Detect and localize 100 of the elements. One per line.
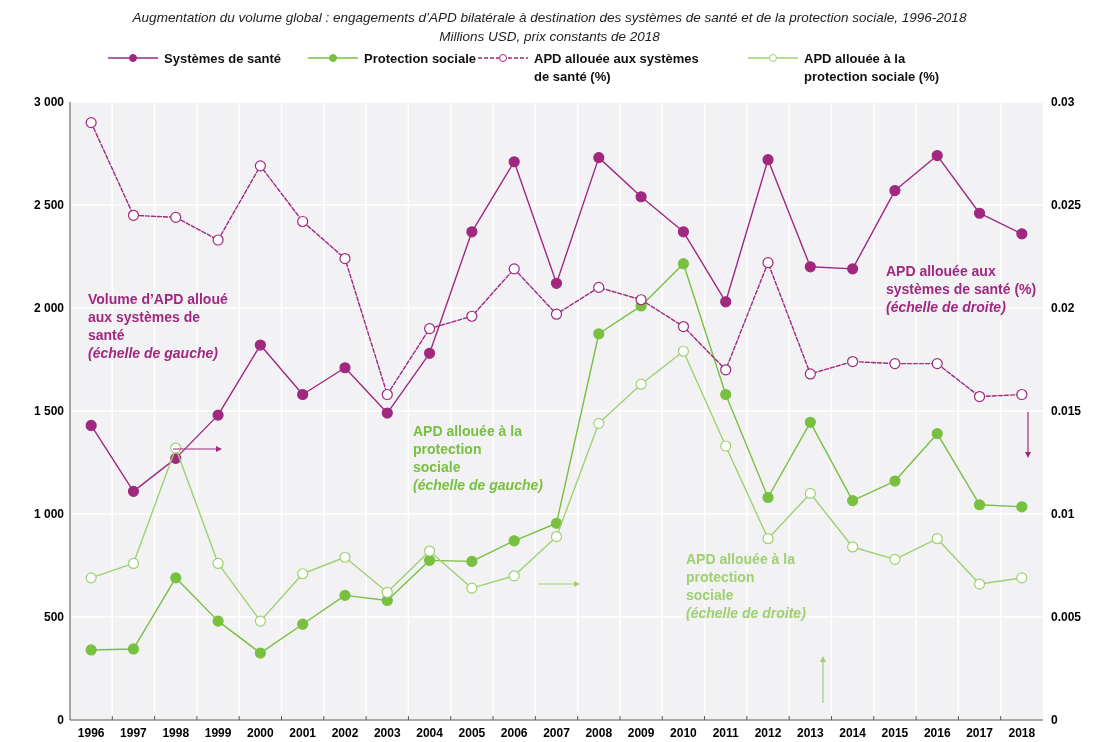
point <box>339 362 351 374</box>
point <box>254 615 266 627</box>
point <box>508 570 520 582</box>
point <box>677 258 690 270</box>
point <box>339 252 351 265</box>
point <box>720 388 732 401</box>
point <box>466 310 478 322</box>
point <box>889 475 901 487</box>
point <box>85 419 97 432</box>
point <box>973 578 986 590</box>
point <box>423 554 436 566</box>
point <box>381 407 393 419</box>
point <box>1016 501 1028 513</box>
point <box>931 533 943 545</box>
x-tick-label: 2014 <box>839 726 867 740</box>
point <box>297 568 309 580</box>
point <box>720 440 732 452</box>
y2-tick-label: 0.015 <box>1051 404 1082 418</box>
point <box>212 557 224 570</box>
point <box>720 364 732 376</box>
annotation: Volume d’APD alloué aux systèmes de santé (échelle de gauche) <box>88 291 228 361</box>
y2-tick-label: 0 <box>1051 713 1058 727</box>
point <box>635 191 647 203</box>
point <box>423 545 436 557</box>
point <box>762 257 774 269</box>
x-tick-label: 2011 <box>712 726 740 740</box>
x-tick-label: 2004 <box>416 726 444 740</box>
y-tick-label: 500 <box>43 610 65 624</box>
y-tick-label: 0 <box>57 713 65 727</box>
point <box>508 535 520 547</box>
point <box>550 531 563 543</box>
point <box>889 358 901 370</box>
point <box>127 485 140 497</box>
point <box>847 263 859 275</box>
point <box>593 328 605 340</box>
point <box>931 149 943 162</box>
point <box>931 358 943 370</box>
legend-label: Systèmes de santé <box>164 51 282 66</box>
point <box>593 152 605 164</box>
point <box>973 207 986 219</box>
point <box>339 589 351 601</box>
y-tick-label: 2 500 <box>33 198 65 212</box>
x-tick-label: 2008 <box>585 726 613 740</box>
point <box>423 347 436 359</box>
point <box>931 428 943 440</box>
point <box>973 499 986 511</box>
point <box>804 416 816 428</box>
y-tick-label: 2 000 <box>33 301 65 315</box>
x-tick-label: 1998 <box>162 726 190 740</box>
y2-tick-label: 0.02 <box>1051 301 1075 315</box>
y2-tick-label: 0.005 <box>1051 610 1082 624</box>
point <box>254 160 266 172</box>
point <box>297 215 309 228</box>
legend-label: APD allouée à la protection sociale (%) <box>804 51 940 84</box>
point <box>170 211 182 223</box>
x-tick-label: 2003 <box>373 726 401 740</box>
point <box>762 533 774 545</box>
point <box>127 557 140 570</box>
x-tick-label: 2005 <box>458 726 486 740</box>
y-tick-label: 1 000 <box>33 507 65 521</box>
point <box>85 572 97 584</box>
x-tick-label: 2009 <box>627 726 655 740</box>
point <box>889 184 901 197</box>
point <box>127 209 140 221</box>
y2-tick-label: 0.01 <box>1051 507 1075 521</box>
annotation: APD allouée à la protection sociale (échelle de droite) <box>686 551 807 621</box>
point <box>1016 228 1028 240</box>
point <box>212 615 224 627</box>
x-tick-label: 2015 <box>881 726 909 740</box>
point <box>1016 388 1028 401</box>
point <box>254 339 266 351</box>
x-tick-label: 1996 <box>77 726 105 740</box>
point <box>635 294 647 306</box>
point <box>508 156 520 168</box>
legend-label: APD allouée aux systèmes de santé (%) <box>534 51 699 84</box>
point <box>508 263 520 275</box>
point <box>127 643 140 655</box>
point <box>212 409 224 421</box>
point <box>170 572 182 584</box>
x-tick-label: 1999 <box>204 726 232 740</box>
x-tick-label: 2018 <box>1008 726 1036 740</box>
x-tick-label: 2016 <box>923 726 951 740</box>
point <box>466 555 478 567</box>
point <box>254 647 266 659</box>
x-tick-label: 2000 <box>247 726 275 740</box>
x-tick-label: 2002 <box>331 726 359 740</box>
point <box>550 277 563 289</box>
point <box>804 487 816 499</box>
point <box>593 281 605 293</box>
chart-title: Millions USD, prix constants de 2018 <box>439 29 661 44</box>
x-tick-label: 2017 <box>966 726 994 740</box>
point <box>297 388 309 401</box>
point <box>297 618 309 630</box>
point <box>550 517 563 529</box>
y2-tick-label: 0.025 <box>1051 198 1082 212</box>
point <box>85 117 97 129</box>
point <box>381 586 393 598</box>
point <box>85 644 97 656</box>
point <box>847 495 859 507</box>
point <box>677 320 690 333</box>
